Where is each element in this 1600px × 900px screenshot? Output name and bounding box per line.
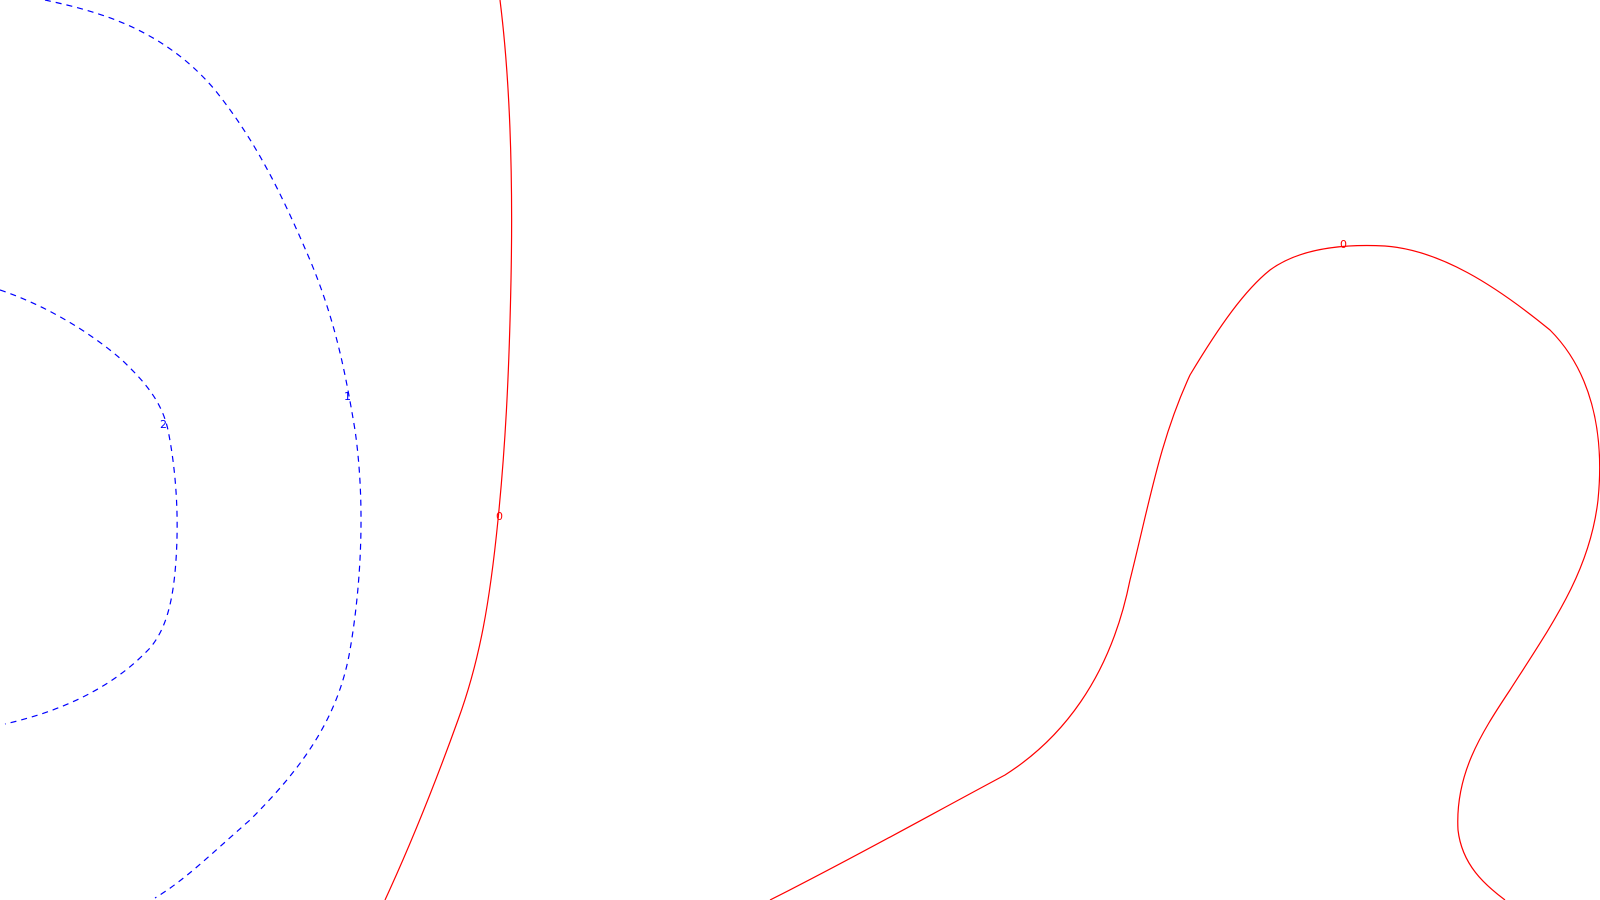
contour-label-zero-left: 0 bbox=[496, 510, 503, 523]
contour-label-zero-right: 0 bbox=[1340, 238, 1347, 251]
contour-line-zero-left bbox=[384, 0, 513, 900]
contour-line-zero-right bbox=[769, 244, 1600, 900]
contour-line-level-2 bbox=[0, 289, 178, 725]
contour-line-level-1 bbox=[44, 0, 362, 899]
contour-label-level-2: 2 bbox=[160, 418, 167, 431]
contour-label-level-1: 1 bbox=[344, 390, 351, 403]
